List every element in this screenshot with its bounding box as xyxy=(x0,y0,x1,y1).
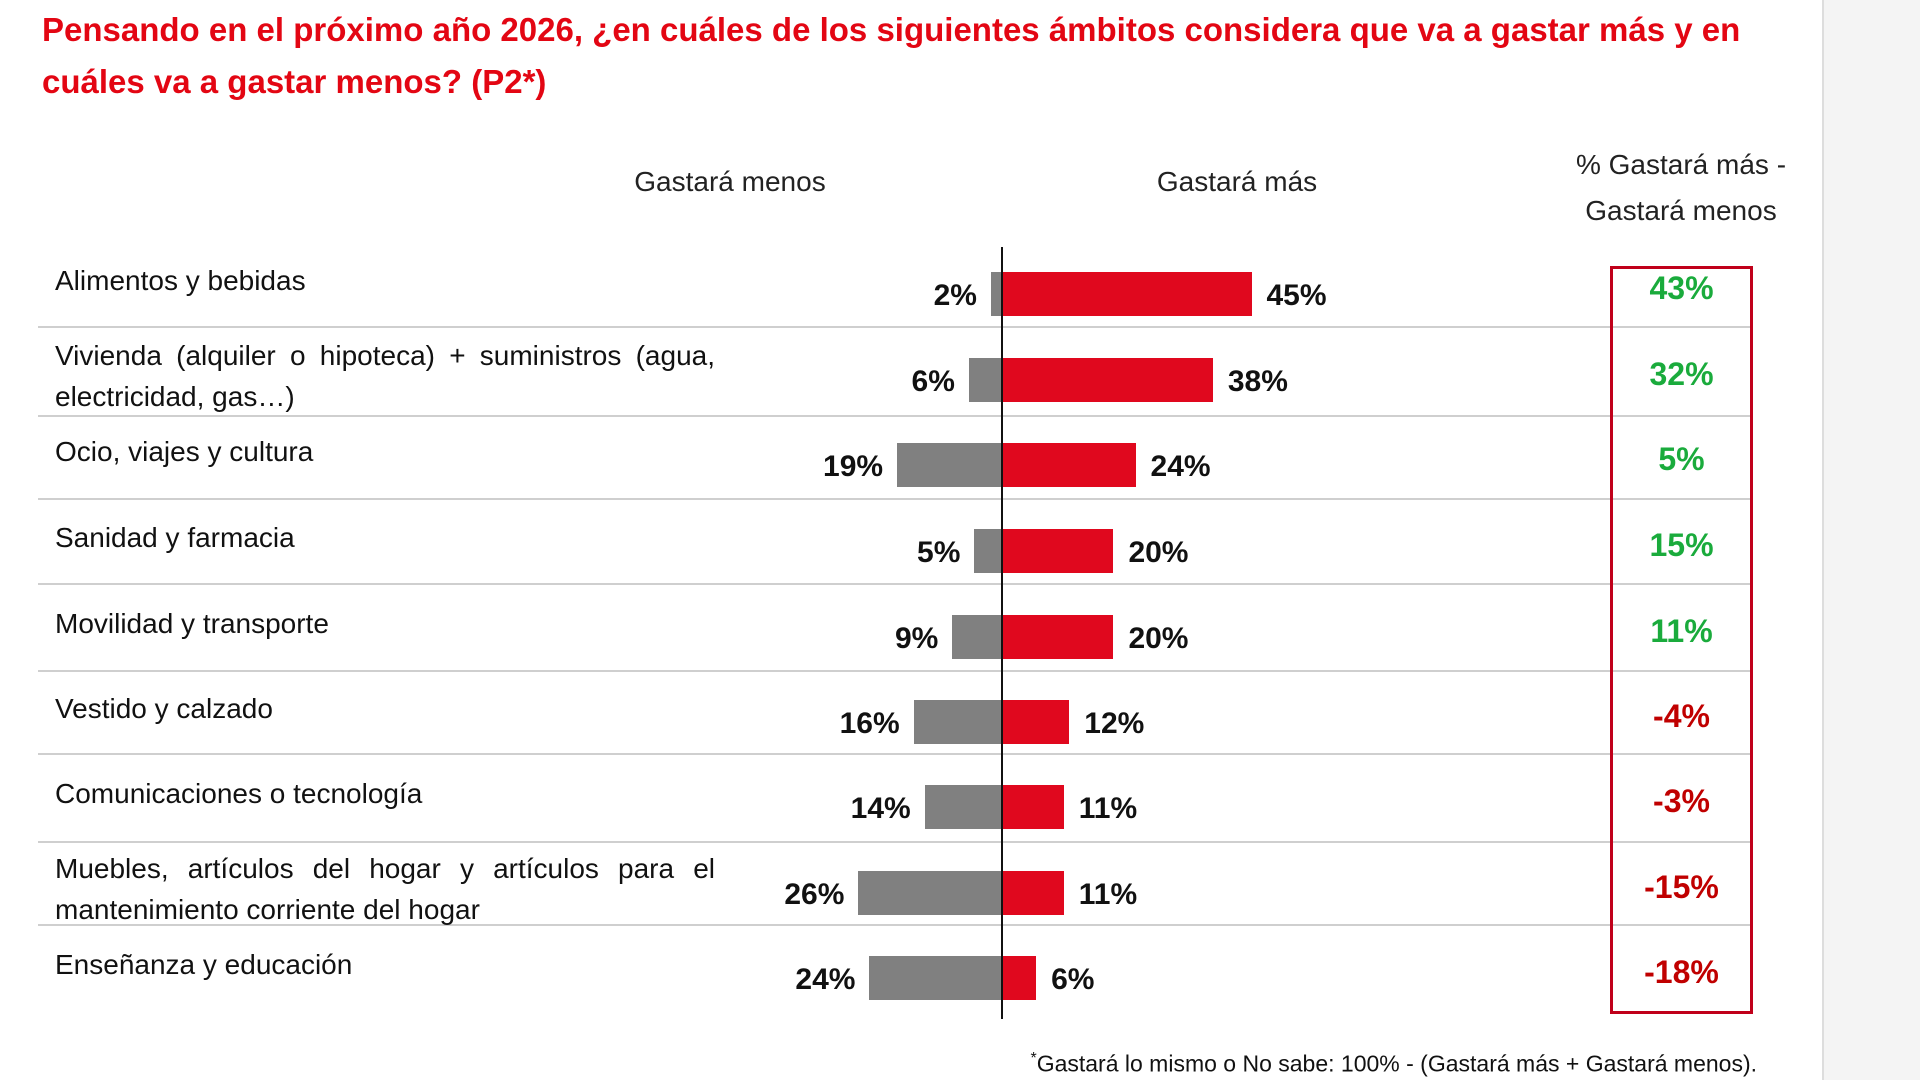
row-separator xyxy=(38,670,1750,672)
category-label: Movilidad y transporte xyxy=(55,608,329,639)
category-label: Vestido y calzado xyxy=(55,693,273,724)
bar-gastara-mas xyxy=(1003,443,1136,487)
value-gastara-mas: 6% xyxy=(1051,963,1095,996)
value-gastara-mas: 20% xyxy=(1128,536,1189,569)
bar-gastara-mas xyxy=(1003,529,1114,573)
bar-gastara-mas xyxy=(1003,785,1064,829)
category-label: Vivienda (alquiler o hipoteca) + suminis… xyxy=(55,340,715,412)
difference-value: -4% xyxy=(1653,698,1710,734)
zero-axis xyxy=(1001,247,1003,1019)
difference-value: 32% xyxy=(1649,356,1714,392)
category-label: Enseñanza y educación xyxy=(55,949,353,980)
row-separator xyxy=(38,583,1750,585)
header-gastara-menos: Gastará menos xyxy=(634,166,826,197)
value-gastara-menos: 9% xyxy=(894,622,939,655)
category-label: Alimentos y bebidas xyxy=(55,265,306,296)
bar-gastara-mas xyxy=(1003,272,1252,316)
bar-gastara-mas xyxy=(1003,956,1037,1000)
category-label: Comunicaciones o tecnología xyxy=(55,778,423,809)
difference-value: 5% xyxy=(1658,441,1705,477)
row-separator xyxy=(38,924,1750,926)
header-difference: % Gastará más - Gastará menos xyxy=(1531,142,1831,234)
difference-value: -18% xyxy=(1644,954,1719,990)
value-gastara-menos: 24% xyxy=(795,963,856,996)
value-gastara-mas: 45% xyxy=(1266,279,1327,312)
difference-value: 11% xyxy=(1650,613,1713,649)
footnote: *Gastará lo mismo o No sabe: 100% - (Gas… xyxy=(1030,1050,1757,1078)
difference-value: -15% xyxy=(1644,869,1719,905)
value-gastara-mas: 24% xyxy=(1150,450,1211,483)
footnote-mark: * xyxy=(1030,1050,1037,1067)
bar-gastara-menos xyxy=(974,529,1002,573)
difference-box xyxy=(1610,266,1753,1014)
value-gastara-menos: 26% xyxy=(784,878,845,911)
row-separator xyxy=(38,753,1750,755)
difference-value: -3% xyxy=(1653,783,1710,819)
value-gastara-mas: 38% xyxy=(1227,365,1288,398)
value-gastara-menos: 16% xyxy=(839,707,900,740)
category-label: Sanidad y farmacia xyxy=(55,522,295,553)
footnote-text: Gastará lo mismo o No sabe: 100% - (Gast… xyxy=(1036,1050,1757,1077)
value-gastara-menos: 6% xyxy=(911,365,955,398)
row-separator xyxy=(38,415,1750,417)
value-gastara-mas: 20% xyxy=(1128,622,1189,655)
chart-title: Pensando en el próximo año 2026, ¿en cuá… xyxy=(42,11,1741,100)
value-gastara-mas: 12% xyxy=(1084,707,1145,740)
category-label: Ocio, viajes y cultura xyxy=(55,436,314,467)
bar-gastara-menos xyxy=(897,443,1002,487)
bar-gastara-mas xyxy=(1003,358,1213,402)
bar-gastara-mas xyxy=(1003,871,1064,915)
value-gastara-mas: 11% xyxy=(1078,792,1138,825)
difference-value: 43% xyxy=(1649,270,1714,306)
header-gastara-mas: Gastará más xyxy=(1156,166,1318,197)
value-gastara-mas: 11% xyxy=(1078,878,1138,911)
bar-gastara-menos xyxy=(990,272,1002,316)
header-difference-line1: % Gastará más - xyxy=(1575,149,1787,180)
side-panel xyxy=(1822,0,1920,1080)
category-label: Muebles, artículos del hogar y artículos… xyxy=(55,853,715,925)
value-gastara-menos: 2% xyxy=(933,279,977,312)
row-separator xyxy=(38,326,1750,328)
bar-gastara-menos xyxy=(913,700,1002,744)
bar-gastara-menos xyxy=(869,956,1002,1000)
bar-gastara-menos xyxy=(952,615,1002,659)
bar-gastara-menos xyxy=(968,358,1002,402)
row-separator xyxy=(38,498,1750,500)
difference-value: 15% xyxy=(1649,527,1714,563)
value-gastara-menos: 5% xyxy=(917,536,961,569)
header-difference-line2: Gastará menos xyxy=(1585,195,1777,226)
bar-gastara-mas xyxy=(1003,700,1070,744)
value-gastara-menos: 19% xyxy=(823,450,884,483)
bar-gastara-mas xyxy=(1003,615,1114,659)
value-gastara-menos: 14% xyxy=(850,792,911,825)
bar-gastara-menos xyxy=(858,871,1002,915)
bar-gastara-menos xyxy=(924,785,1002,829)
row-separator xyxy=(38,841,1750,843)
